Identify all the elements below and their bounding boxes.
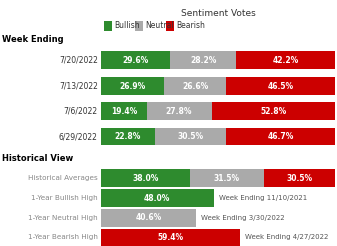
- Text: 19.4%: 19.4%: [111, 107, 137, 116]
- Text: 46.5%: 46.5%: [268, 82, 294, 91]
- Bar: [190, 169, 264, 187]
- Text: 46.7%: 46.7%: [268, 132, 294, 141]
- Text: Bearish: Bearish: [177, 21, 206, 30]
- FancyBboxPatch shape: [166, 21, 174, 31]
- Text: 30.5%: 30.5%: [286, 174, 313, 183]
- Text: 31.5%: 31.5%: [214, 174, 240, 183]
- FancyBboxPatch shape: [104, 21, 112, 31]
- Bar: [212, 102, 335, 120]
- Text: Historical View: Historical View: [2, 154, 73, 163]
- Text: 48.0%: 48.0%: [144, 194, 171, 202]
- Text: 26.9%: 26.9%: [120, 82, 146, 91]
- Text: 40.6%: 40.6%: [135, 213, 162, 222]
- Text: 7/13/2022: 7/13/2022: [59, 82, 98, 91]
- Text: 6/29/2022: 6/29/2022: [59, 132, 98, 141]
- Text: Sentiment Votes: Sentiment Votes: [181, 9, 255, 18]
- Text: 59.4%: 59.4%: [158, 233, 184, 242]
- Text: 22.8%: 22.8%: [115, 132, 141, 141]
- Text: Neutral: Neutral: [146, 21, 174, 30]
- Bar: [101, 102, 147, 120]
- Text: 7/6/2022: 7/6/2022: [64, 107, 98, 116]
- Text: 30.5%: 30.5%: [177, 132, 203, 141]
- Text: 26.6%: 26.6%: [182, 82, 208, 91]
- Text: 28.2%: 28.2%: [190, 56, 217, 65]
- Bar: [237, 51, 335, 69]
- Text: Historical Averages: Historical Averages: [28, 175, 98, 181]
- Text: Bullish: Bullish: [115, 21, 140, 30]
- Bar: [101, 229, 240, 246]
- Bar: [101, 128, 154, 145]
- Bar: [101, 189, 214, 207]
- Text: 29.6%: 29.6%: [123, 56, 149, 65]
- Text: 42.2%: 42.2%: [273, 56, 299, 65]
- Text: Week Ending 11/10/2021: Week Ending 11/10/2021: [219, 195, 307, 201]
- Text: Week Ending 4/27/2022: Week Ending 4/27/2022: [245, 234, 329, 240]
- Bar: [101, 209, 196, 227]
- Text: 27.8%: 27.8%: [166, 107, 192, 116]
- Bar: [101, 77, 164, 95]
- Text: 38.0%: 38.0%: [132, 174, 159, 183]
- Text: 1-Year Bearish High: 1-Year Bearish High: [28, 234, 98, 240]
- Text: 1-Year Bullish High: 1-Year Bullish High: [31, 195, 98, 201]
- Bar: [147, 102, 212, 120]
- Text: Week Ending: Week Ending: [2, 35, 63, 44]
- Bar: [154, 128, 226, 145]
- Bar: [264, 169, 335, 187]
- Text: 1-Year Neutral High: 1-Year Neutral High: [28, 215, 98, 221]
- Bar: [164, 77, 226, 95]
- Bar: [101, 51, 171, 69]
- Bar: [101, 169, 190, 187]
- Bar: [226, 77, 335, 95]
- Text: 7/20/2022: 7/20/2022: [59, 56, 98, 65]
- Text: 52.8%: 52.8%: [261, 107, 286, 116]
- Text: Week Ending 3/30/2022: Week Ending 3/30/2022: [201, 215, 285, 221]
- Bar: [226, 128, 335, 145]
- FancyBboxPatch shape: [135, 21, 143, 31]
- Bar: [171, 51, 237, 69]
